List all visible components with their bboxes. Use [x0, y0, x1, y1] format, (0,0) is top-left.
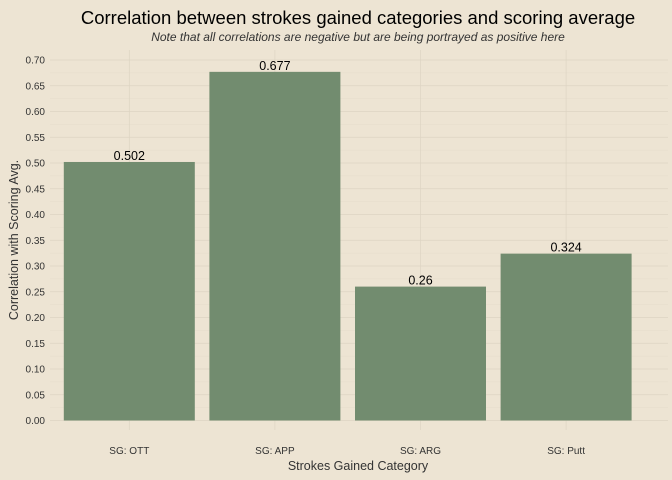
- y-tick-label: 0.40: [26, 210, 46, 221]
- y-tick-label: 0.00: [26, 416, 46, 427]
- x-axis-ticks: SG: OTT SG: APP SG: ARG SG: Putt: [109, 446, 585, 457]
- x-tick-label: SG: OTT: [109, 446, 149, 457]
- x-tick-label: SG: Putt: [547, 446, 585, 457]
- y-tick-label: 0.20: [26, 313, 46, 324]
- y-tick-label: 0.60: [26, 107, 46, 118]
- y-tick-label: 0.70: [26, 56, 46, 67]
- y-tick-label: 0.45: [26, 184, 46, 195]
- chart-subtitle: Note that all correlations are negative …: [151, 30, 565, 44]
- x-axis-title: Strokes Gained Category: [288, 459, 429, 473]
- y-tick-label: 0.65: [26, 81, 46, 92]
- y-tick-label: 0.25: [26, 287, 46, 298]
- y-tick-label: 0.30: [26, 262, 46, 273]
- y-tick-label: 0.35: [26, 236, 46, 247]
- x-tick-label: SG: APP: [255, 446, 295, 457]
- bar-value-label: 0.324: [550, 241, 581, 255]
- y-tick-label: 0.50: [26, 159, 46, 170]
- bar: [209, 71, 341, 421]
- y-tick-label: 0.05: [26, 390, 46, 401]
- y-axis-ticks: 0.00 0.05 0.10 0.15 0.20 0.25 0.30 0.35 0.40 0.45…: [26, 56, 46, 428]
- y-tick-label: 0.10: [26, 365, 46, 376]
- bar-value-label: 0.502: [114, 149, 145, 163]
- y-tick-label: 0.15: [26, 339, 46, 350]
- bar: [355, 286, 486, 421]
- bar: [63, 161, 195, 421]
- y-axis-title: Correlation with Scoring Avg.: [7, 160, 21, 320]
- bar-value-label: 0.26: [408, 274, 432, 288]
- chart-title: Correlation between strokes gained categ…: [81, 7, 635, 28]
- bar-value-labels: 0.502 0.677 0.26 0.324: [114, 59, 582, 288]
- bar-value-label: 0.677: [259, 59, 290, 73]
- y-tick-label: 0.55: [26, 133, 46, 144]
- x-tick-label: SG: ARG: [400, 446, 441, 457]
- bar: [500, 253, 632, 421]
- bars: [63, 71, 632, 421]
